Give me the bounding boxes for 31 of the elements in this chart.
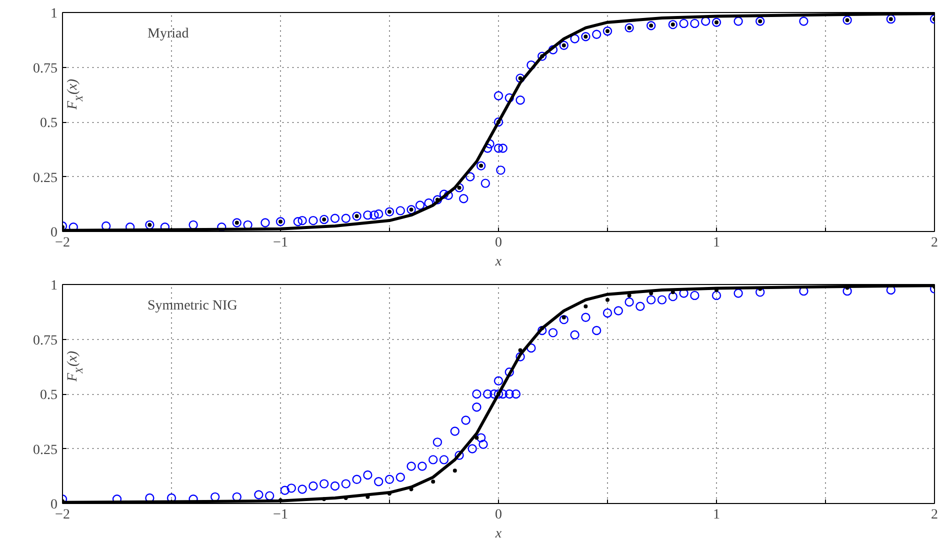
y-tick-label: 0.75 [33, 61, 58, 76]
annotation: Myriad [148, 26, 189, 42]
x-tick-label: 0 [495, 236, 502, 250]
y-axis-title: FX(x) [66, 350, 86, 382]
x-tick-label: −2 [55, 508, 70, 522]
y-tick-label: 1 [50, 278, 58, 294]
y-tick-label: 0.75 [33, 333, 58, 348]
point [431, 480, 436, 484]
point [606, 298, 610, 302]
x-axis-title: x [494, 526, 502, 542]
point [584, 304, 588, 308]
y-axis-title: FX(x) [66, 78, 86, 110]
annotation: Symmetric NIG [148, 298, 238, 314]
x-tick-label: 2 [931, 508, 938, 522]
point [452, 468, 457, 473]
x-tick-label: 1 [713, 236, 720, 250]
y-tick-label: 0.5 [40, 388, 58, 403]
x-axis-title: x [494, 254, 502, 270]
x-tick-label: 2 [931, 236, 938, 250]
x-tick-label: −1 [273, 236, 288, 250]
y-tick-label: 0.25 [33, 170, 58, 186]
point [562, 315, 566, 320]
x-tick-label: 1 [713, 508, 720, 522]
y-tick-label: 1 [50, 6, 58, 22]
y-tick-label: 0 [50, 226, 58, 240]
x-tick-label: −2 [55, 236, 70, 250]
y-tick-label: 0.25 [33, 442, 58, 458]
y-tick-label: 0 [50, 498, 58, 512]
y-tick-label: 0.5 [40, 116, 58, 131]
x-tick-label: −1 [273, 508, 288, 522]
x-tick-label: 0 [495, 508, 502, 522]
